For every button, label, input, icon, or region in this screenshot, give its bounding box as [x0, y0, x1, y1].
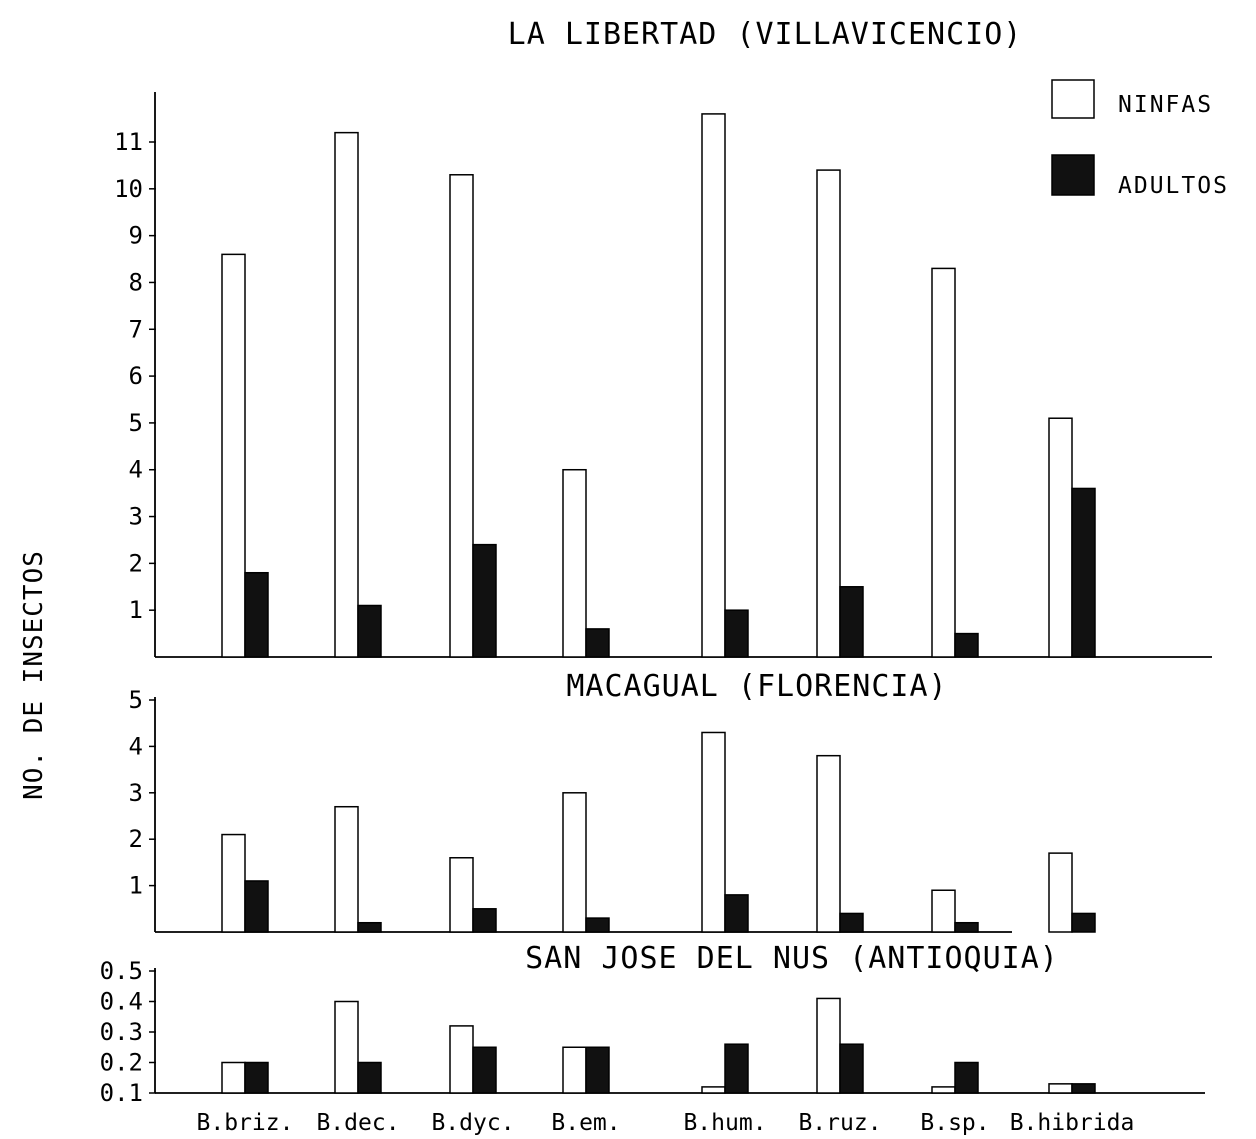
bar-ninfas-bem — [562, 468, 587, 658]
bar-ninfas-bdec — [334, 1000, 359, 1094]
y-tick-label: 2 — [129, 549, 143, 577]
y-tick-label: 0.4 — [100, 988, 143, 1016]
y-tick-label: 0.5 — [100, 957, 143, 985]
bar-adultos-bsp — [954, 1061, 979, 1094]
panel-title: LA LIBERTAD (VILLAVICENCIO) — [508, 17, 1023, 52]
bar-ninfas-bsp — [931, 1086, 956, 1094]
bar-adultos-bruz — [839, 1043, 864, 1094]
bar-ninfas-bdyc — [449, 857, 474, 933]
bar-adultos-bbriz — [244, 571, 269, 658]
bar-adultos-bdec — [357, 1061, 382, 1094]
legend: NINFAS ADULTOS — [1051, 79, 1229, 199]
y-tick-label: 7 — [129, 315, 143, 343]
bar-adultos-bhibrida — [1071, 487, 1096, 658]
panel-3: SAN JOSE DEL NUS (ANTIOQUIA) 0.10.2 0.30.4… — [100, 941, 1205, 1107]
y-tick-label: 9 — [129, 222, 143, 250]
bar-ninfas-bhibrida — [1048, 852, 1073, 933]
bar-adultos-bruz — [839, 586, 864, 658]
y-tick-label: 1 — [129, 596, 143, 624]
bar-ninfas-bhum — [701, 731, 726, 933]
panel-title: MACAGUAL (FLORENCIA) — [566, 669, 947, 704]
bar-adultos-bbriz — [244, 1061, 269, 1094]
y-tick-label: 1 — [129, 872, 143, 900]
legend-swatch-adultos — [1051, 154, 1095, 196]
bar-ninfas-bbriz — [221, 253, 246, 658]
bar-ninfas-bdec — [334, 131, 359, 658]
y-tick-label: 6 — [129, 362, 143, 390]
bar-adultos-bdyc — [472, 908, 497, 933]
bar-adultos-bem — [585, 628, 610, 658]
y-tick-label: 8 — [129, 268, 143, 296]
y-tick-label: 10 — [114, 175, 143, 203]
bars — [221, 113, 1096, 658]
bar-ninfas-bruz — [816, 169, 841, 658]
x-category-labels: B.briz. B.dec. B.dyc. B.em. B.hum. B.ruz. B.sp… — [197, 1110, 1135, 1136]
bar-adultos-bdec — [357, 604, 382, 658]
bar-ninfas-bruz — [816, 754, 841, 933]
bar-ninfas-bhibrida — [1048, 417, 1073, 658]
panel-title: SAN JOSE DEL NUS (ANTIOQUIA) — [525, 941, 1059, 976]
x-category-label: B.briz. — [197, 1110, 294, 1136]
y-tick-label: 4 — [129, 732, 143, 760]
bar-adultos-bsp — [954, 921, 979, 933]
bar-ninfas-bdyc — [449, 174, 474, 658]
bar-ninfas-bem — [562, 1046, 587, 1094]
y-tick-label: 0.2 — [100, 1049, 143, 1077]
bar-ninfas-bdec — [334, 805, 359, 933]
bar-adultos-bsp — [954, 632, 979, 658]
x-category-label: B.dec. — [316, 1110, 399, 1136]
bar-ninfas-bsp — [931, 267, 956, 658]
bar-adultos-bdec — [357, 921, 382, 933]
y-axis-label: NO. DE INSECTOS — [19, 550, 49, 800]
bar-adultos-bhibrida — [1071, 1083, 1096, 1094]
bar-ninfas-bhibrida — [1048, 1083, 1073, 1094]
bar-adultos-bruz — [839, 912, 864, 933]
bar-adultos-bbriz — [244, 880, 269, 933]
panel-1: LA LIBERTAD (VILLAVICENCIO) 1 2 3 4 5 6 7 8 9 10 11 — [114, 17, 1212, 658]
bar-adultos-bem — [585, 917, 610, 933]
x-category-label: B.em. — [551, 1110, 620, 1136]
bar-adultos-bdyc — [472, 1046, 497, 1094]
bar-adultos-bem — [585, 1046, 610, 1094]
bar-ninfas-bsp — [931, 889, 956, 933]
bars — [221, 997, 1096, 1094]
bar-ninfas-bruz — [816, 997, 841, 1094]
bar-ninfas-bem — [562, 792, 587, 933]
bar-adultos-bhum — [724, 609, 749, 658]
bar-adultos-bdyc — [472, 543, 497, 658]
bar-ninfas-bdyc — [449, 1025, 474, 1094]
y-tick-label: 5 — [129, 686, 143, 714]
y-tick-label: 11 — [114, 128, 143, 156]
bar-ninfas-bbriz — [221, 1061, 246, 1094]
bar-adultos-bhum — [724, 1043, 749, 1094]
x-category-label: B.hum. — [683, 1110, 766, 1136]
y-tick-label: 2 — [129, 825, 143, 853]
bar-ninfas-bbriz — [221, 833, 246, 933]
bar-adultos-bhibrida — [1071, 912, 1096, 933]
x-category-label: B.dyc. — [431, 1110, 514, 1136]
x-category-label: B.sp. — [920, 1110, 989, 1136]
y-tick-label: 4 — [129, 456, 143, 484]
legend-label-ninfas: NINFAS — [1118, 92, 1213, 118]
y-tick-label: 0.3 — [100, 1018, 143, 1046]
y-tick-label: 5 — [129, 409, 143, 437]
legend-label-adultos: ADULTOS — [1118, 173, 1229, 199]
panel-2: MACAGUAL (FLORENCIA) 1 2 3 4 5 — [129, 669, 1096, 933]
bar-ninfas-bhum — [701, 1086, 726, 1094]
bar-ninfas-bhum — [701, 113, 726, 658]
bars — [221, 731, 1096, 933]
chart-panels: LA LIBERTAD (VILLAVICENCIO)1234567891011… — [100, 17, 1212, 1107]
x-category-label: B.hibrida — [1010, 1110, 1135, 1136]
y-tick-label: 0.1 — [100, 1079, 143, 1107]
bar-adultos-bhum — [724, 894, 749, 933]
legend-swatch-ninfas — [1051, 79, 1095, 119]
y-tick-label: 3 — [129, 503, 143, 531]
x-category-label: B.ruz. — [798, 1110, 881, 1136]
y-tick-label: 3 — [129, 779, 143, 807]
